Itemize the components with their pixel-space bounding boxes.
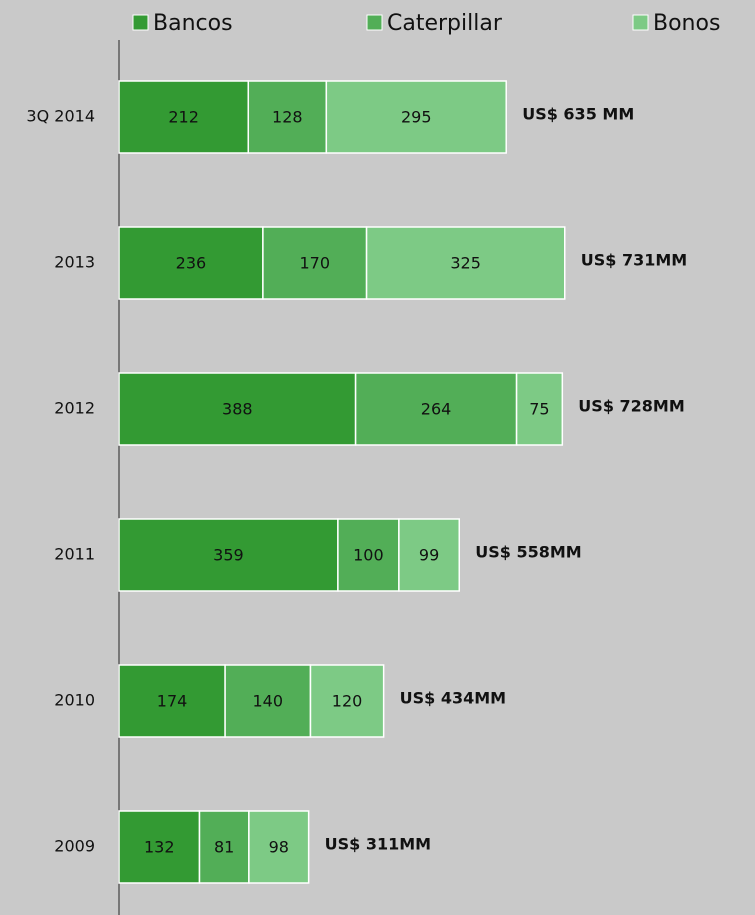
bar-segment (398, 518, 461, 592)
bar-segment (309, 664, 385, 738)
bar-segment (325, 80, 507, 154)
y-tick-label: 2012 (54, 399, 95, 418)
value-label: 264 (421, 400, 452, 419)
bar-segment (248, 810, 310, 884)
value-label: 75 (529, 400, 549, 419)
value-label: 100 (353, 546, 384, 565)
y-tick-label: 2011 (54, 545, 95, 564)
value-label: 132 (144, 838, 175, 857)
bar-segment (365, 226, 566, 300)
bar-segment (337, 518, 400, 592)
value-label: 325 (450, 254, 481, 273)
value-label: 99 (419, 546, 439, 565)
value-label: 170 (299, 254, 330, 273)
y-tick-label: 2010 (54, 691, 95, 710)
bar-segment (118, 518, 339, 592)
total-label: US$ 635 MM (522, 105, 634, 124)
value-label: 140 (253, 692, 284, 711)
bar-segment (118, 664, 226, 738)
bar-segment (262, 226, 368, 300)
legend-swatch (132, 14, 149, 31)
bar-segment (118, 80, 250, 154)
value-label: 128 (272, 108, 303, 127)
value-label: 212 (168, 108, 199, 127)
total-label: US$ 728MM (578, 397, 684, 416)
bar-segment (118, 226, 264, 300)
value-label: 120 (332, 692, 363, 711)
bar-segment (224, 664, 312, 738)
total-label: US$ 558MM (475, 543, 581, 562)
value-label: 295 (401, 108, 432, 127)
y-tick-label: 2009 (54, 837, 95, 856)
value-label: 98 (269, 838, 289, 857)
value-label: 236 (176, 254, 207, 273)
bar-segment (515, 372, 564, 446)
bar-segment (247, 80, 328, 154)
value-label: 81 (214, 838, 234, 857)
legend-label: Bonos (653, 11, 720, 36)
y-tick-label: 2013 (54, 253, 95, 272)
y-tick-label: 3Q 2014 (26, 107, 95, 126)
legend-label: Caterpillar (387, 11, 503, 36)
total-label: US$ 311MM (325, 835, 431, 854)
total-label: US$ 731MM (581, 251, 687, 270)
total-label: US$ 434MM (400, 689, 506, 708)
value-label: 359 (213, 546, 244, 565)
legend-swatch (632, 14, 649, 31)
legend-swatch (366, 14, 383, 31)
legend-label: Bancos (153, 11, 233, 36)
value-label: 388 (222, 400, 253, 419)
value-label: 174 (157, 692, 188, 711)
